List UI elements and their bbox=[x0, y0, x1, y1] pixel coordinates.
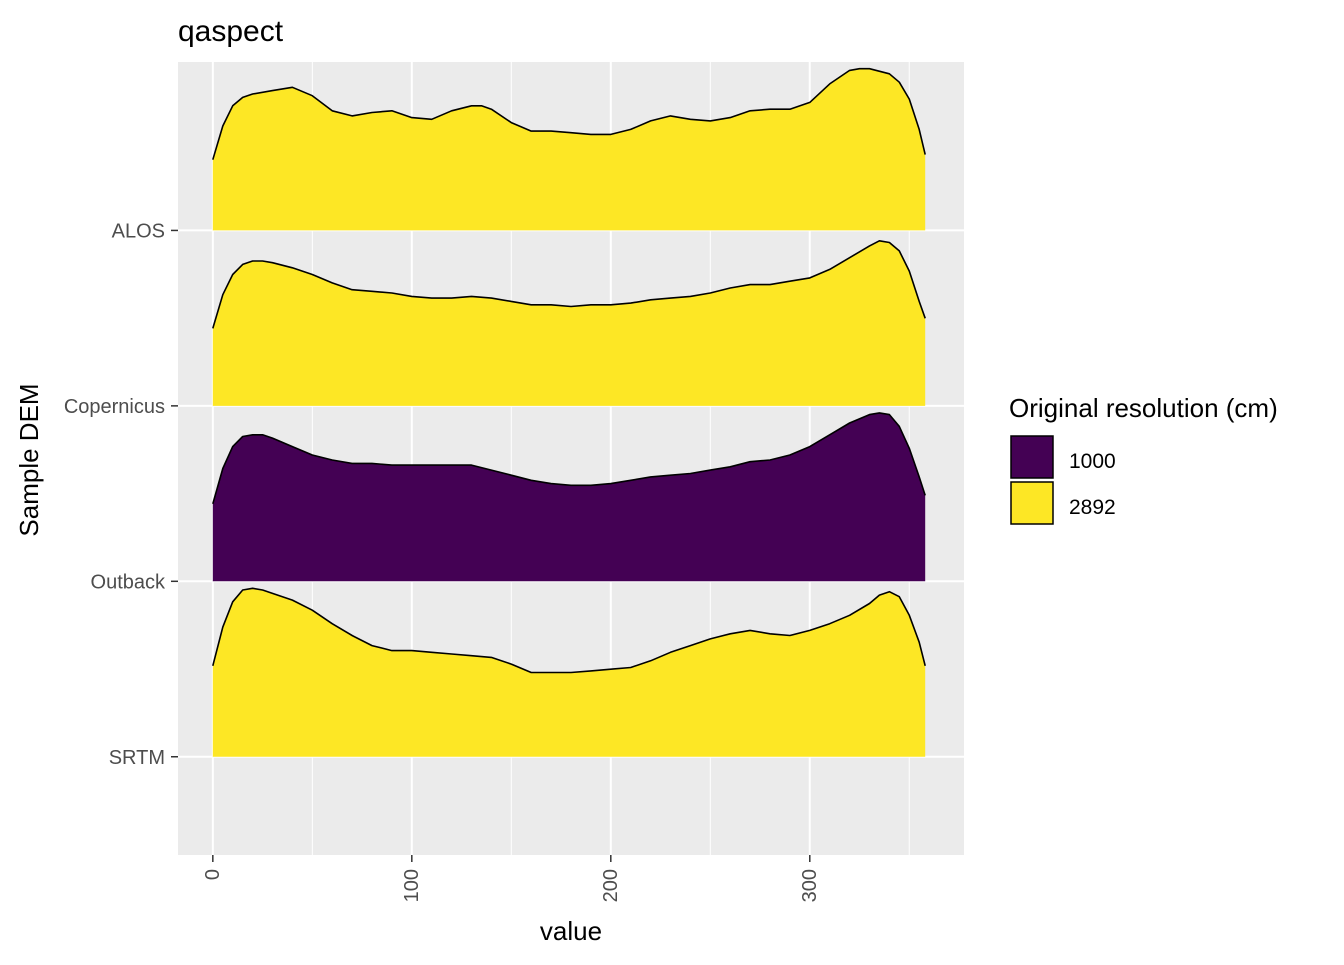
axes: ALOS Copernicus Outback SRTM 0 100 200 300 bbox=[64, 220, 821, 902]
ridge-line-copernicus bbox=[212, 240, 926, 329]
x-tick-label: 0 bbox=[202, 869, 224, 880]
x-tick-label: 100 bbox=[401, 869, 423, 902]
ridge-area-alos bbox=[212, 68, 926, 231]
ridge-area-outback bbox=[212, 412, 926, 582]
legend: Original resolution (cm) 1000 2892 bbox=[1009, 393, 1278, 525]
legend-swatch-2892 bbox=[1010, 481, 1054, 525]
legend-title: Original resolution (cm) bbox=[1009, 393, 1278, 423]
y-tick-label: Copernicus bbox=[64, 396, 165, 418]
y-axis-label: Sample DEM bbox=[14, 383, 44, 536]
y-tick-label: ALOS bbox=[112, 220, 165, 242]
y-tick-label: Outback bbox=[91, 571, 166, 593]
ridge-area-copernicus bbox=[212, 240, 926, 406]
y-tick-label: SRTM bbox=[109, 747, 165, 769]
legend-label-1000: 1000 bbox=[1069, 450, 1116, 473]
ridge-line-alos bbox=[212, 67, 926, 160]
legend-item-2892: 2892 bbox=[1010, 481, 1116, 525]
x-axis-label: value bbox=[540, 916, 602, 946]
ridge-line-outback bbox=[212, 412, 926, 505]
x-tick-label: 200 bbox=[600, 869, 622, 902]
x-tick-label: 300 bbox=[799, 869, 821, 902]
legend-swatch-1000 bbox=[1010, 435, 1054, 479]
legend-label-2892: 2892 bbox=[1069, 496, 1116, 519]
ridges bbox=[212, 67, 926, 757]
legend-item-1000: 1000 bbox=[1010, 435, 1116, 479]
ridge-line-srtm bbox=[212, 587, 926, 674]
chart-title: qaspect bbox=[178, 15, 284, 48]
